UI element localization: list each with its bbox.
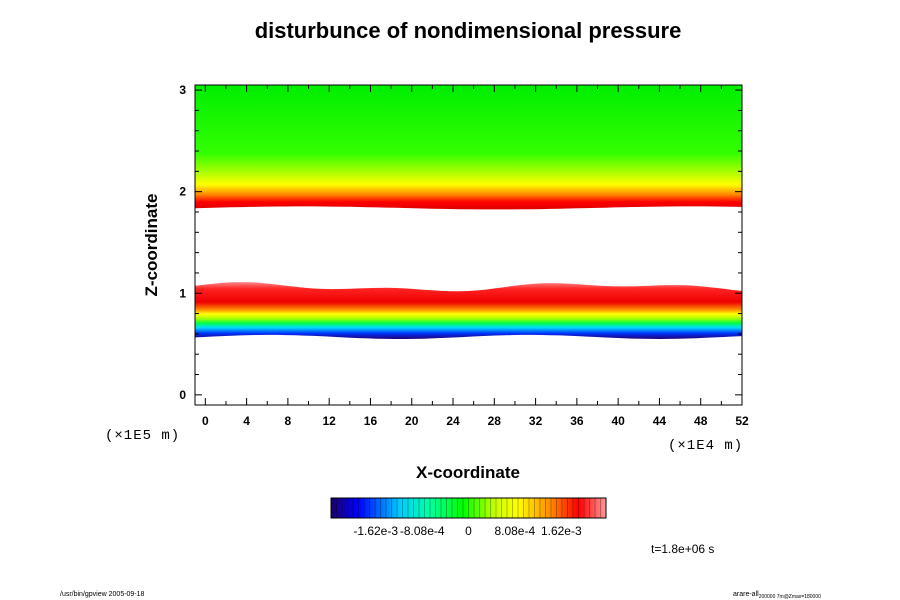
footer-right: arare-all200000 7m@Zmax=180000 <box>733 591 821 600</box>
colorbar-tick-label: 0 <box>465 524 472 538</box>
plot-frame <box>194 84 743 406</box>
colorbar-labels: -1.62e-3 -8.08e-4 0 8.08e-4 1.62e-3 <box>353 524 582 538</box>
chart-title: disturbunce of nondimensional pressure <box>255 18 682 43</box>
upper-region <box>195 85 742 210</box>
y-axis-label: Z-coordinate <box>142 194 161 297</box>
footer-right-main: arare-all <box>733 591 759 598</box>
x-tick-label: 20 <box>405 414 419 428</box>
y-unit-label: (×1E5 m) <box>105 428 180 444</box>
x-tick-label: 36 <box>570 414 584 428</box>
colorbar: -1.62e-3 -8.08e-4 0 8.08e-4 1.62e-3 <box>330 497 607 538</box>
x-tick-label: 0 <box>202 414 209 428</box>
x-axis-label: X-coordinate <box>416 463 520 482</box>
y-tick-label: 3 <box>179 83 186 97</box>
colorbar-tick-label: 8.08e-4 <box>494 524 535 538</box>
x-tick-label: 40 <box>611 414 625 428</box>
y-tick-label: 1 <box>179 286 186 300</box>
colorbar-tick-label: -1.62e-3 <box>353 524 398 538</box>
x-tick-label: 48 <box>694 414 708 428</box>
y-tick-label: 0 <box>179 388 186 402</box>
y-tick-label: 2 <box>179 185 186 199</box>
x-tick-label: 8 <box>285 414 292 428</box>
colorbar-divisions <box>336 498 601 518</box>
colorbar-tick-label: 1.62e-3 <box>541 524 582 538</box>
footer-right-sub: 200000 7m@Zmax=180000 <box>759 594 821 600</box>
lower-region <box>195 282 742 339</box>
footer-left: /usr/bin/gpview 2005-09-18 <box>60 591 145 598</box>
x-tick-label: 28 <box>488 414 502 428</box>
x-tick-label: 52 <box>735 414 749 428</box>
x-unit-label: (×1E4 m) <box>668 438 743 454</box>
x-tick-label: 12 <box>322 414 336 428</box>
x-tick-label: 4 <box>243 414 250 428</box>
x-tick-label: 24 <box>446 414 460 428</box>
x-tick-label: 32 <box>529 414 543 428</box>
time-label: t=1.8e+06 s <box>651 542 714 556</box>
x-tick-label: 16 <box>364 414 378 428</box>
pressure-field <box>195 85 742 339</box>
x-tick-label: 44 <box>653 414 667 428</box>
colorbar-tick-label: -8.08e-4 <box>400 524 445 538</box>
